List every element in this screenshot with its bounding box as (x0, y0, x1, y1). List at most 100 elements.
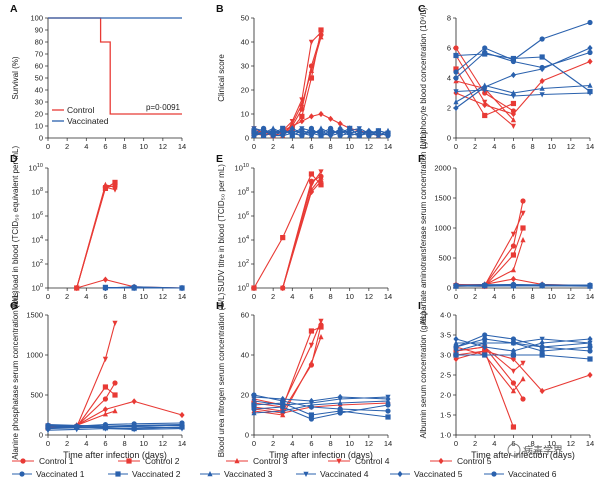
y-tick-label: 102 (32, 259, 43, 269)
y-axis-label: Albumin serum concentration (g/dL) (419, 311, 428, 438)
x-tick-label: 0 (454, 292, 458, 301)
data-point-vaccinated-5 (308, 130, 315, 137)
y-tick-exponent: 4 (40, 235, 43, 241)
data-point-vaccinated-6 (280, 128, 286, 134)
y-tick-label: 106 (238, 211, 249, 221)
y-tick-label: 50 (241, 14, 249, 23)
y-tick-base: 10 (32, 188, 40, 197)
x-tick-label: 14 (384, 142, 392, 151)
y-tick-base: 10 (29, 164, 37, 173)
y-tick-label: 4 (447, 74, 451, 83)
data-point-vaccinated-6 (453, 344, 459, 350)
data-point-vaccinated-5 (385, 395, 391, 403)
data-point-vaccinated-4 (453, 89, 459, 95)
data-point-vaccinated-5 (482, 343, 488, 351)
y-tick-label: 0 (447, 284, 451, 293)
y-axis-label: Virus load in blood (TCID₅₀ equivalent p… (11, 146, 20, 311)
data-point-control-5 (102, 406, 109, 413)
data-point-control-1 (102, 396, 109, 402)
legend-marker-control (20, 458, 26, 464)
y-tick-label: 6 (447, 44, 451, 53)
data-point-control-3 (520, 376, 526, 382)
series-line-control-1 (76, 185, 116, 289)
data-point-vaccinated-6 (366, 133, 372, 139)
data-point-control-3 (112, 408, 118, 414)
y-tick-label: 4·0 (440, 311, 451, 320)
data-point-vaccinated-4 (251, 398, 257, 404)
legend-label-vaccinated: Vaccinated 3 (224, 469, 273, 479)
x-tick-label: 14 (586, 142, 594, 151)
legend-marker-vaccinated (491, 471, 497, 477)
legend-marker-control (126, 458, 132, 464)
y-tick-exponent: 8 (40, 187, 43, 193)
series-line-control-4 (455, 212, 524, 287)
x-tick-label: 10 (548, 439, 556, 448)
data-point-vaccinated-2 (510, 352, 517, 358)
x-tick-label: 2 (65, 142, 69, 151)
y-tick-exponent: 6 (246, 211, 249, 217)
data-point-vaccinated-3 (453, 99, 459, 105)
data-point-control-4 (112, 320, 118, 326)
x-tick-label: 12 (567, 439, 575, 448)
data-point-control-2 (280, 235, 286, 241)
data-point-vaccinated-3 (453, 340, 459, 346)
y-tick-exponent: 2 (40, 259, 43, 265)
panel-label: H (216, 300, 224, 312)
series-line-vaccinated-6 (455, 21, 591, 73)
y-tick-exponent: 0 (246, 283, 249, 289)
x-tick-label: 12 (365, 292, 373, 301)
y-tick-exponent: 4 (246, 235, 249, 241)
x-tick-label: 0 (454, 142, 458, 151)
series-line-control-4 (253, 32, 322, 137)
y-tick-label: 40 (35, 86, 43, 95)
data-point-vaccinated-4 (539, 92, 545, 98)
survival-legend-label: Control (67, 105, 95, 115)
data-point-vaccinated-2 (347, 125, 353, 131)
data-point-vaccinated-6 (510, 336, 517, 342)
x-tick-label: 8 (328, 439, 332, 448)
y-tick-label: 8 (447, 14, 451, 23)
legend-marker-vaccinated (397, 470, 403, 478)
data-point-vaccinated-6 (280, 404, 286, 410)
data-point-vaccinated-5 (251, 393, 257, 401)
data-point-control-5 (308, 113, 315, 120)
x-tick-label: 6 (103, 292, 107, 301)
x-tick-label: 4 (492, 142, 496, 151)
y-tick-label: 3·5 (440, 331, 451, 340)
data-point-control-4 (308, 182, 315, 188)
data-point-control-2 (112, 392, 118, 398)
legend-label-vaccinated: Vaccinated 6 (508, 469, 557, 479)
y-tick-exponent: 0 (40, 283, 43, 289)
data-point-control-5 (510, 275, 517, 283)
panel-label: B (216, 3, 224, 15)
data-point-vaccinated-6 (510, 57, 517, 63)
panel-a: A 0 2 4 6 8 10 12 14 0 10 20 30 40 50 60 70 80 90 100 Surviv… (10, 3, 186, 151)
y-tick-label: 80 (35, 38, 43, 47)
y-axis-label: Survival (%) (11, 56, 20, 99)
data-point-vaccinated-4 (482, 87, 488, 93)
y-tick-base: 10 (32, 260, 40, 269)
x-tick-label: 14 (586, 292, 594, 301)
data-point-vaccinated-6 (482, 45, 488, 51)
y-tick-base: 10 (235, 164, 243, 173)
x-tick-label: 4 (492, 439, 496, 448)
y-tick-label: 70 (35, 50, 43, 59)
data-point-vaccinated-4 (510, 340, 517, 346)
y-tick-label: 100 (238, 283, 249, 293)
data-point-vaccinated-4 (299, 126, 305, 132)
x-tick-label: 4 (84, 439, 88, 448)
legend-label-vaccinated: Vaccinated 2 (132, 469, 181, 479)
series-line-vaccinated-4 (47, 428, 183, 431)
x-tick-label: 0 (454, 439, 458, 448)
data-point-control-5 (510, 110, 517, 118)
y-tick-label: 100 (30, 14, 43, 23)
y-tick-label: 30 (241, 62, 249, 71)
data-point-control-2 (520, 225, 526, 231)
data-point-vaccinated-1 (453, 75, 459, 81)
data-point-control-2 (308, 171, 315, 177)
y-tick-label: 0 (39, 431, 43, 440)
x-axis-title: Time after infection (days) (471, 450, 575, 460)
x-tick-label: 2 (473, 439, 477, 448)
x-tick-label: 2 (65, 439, 69, 448)
